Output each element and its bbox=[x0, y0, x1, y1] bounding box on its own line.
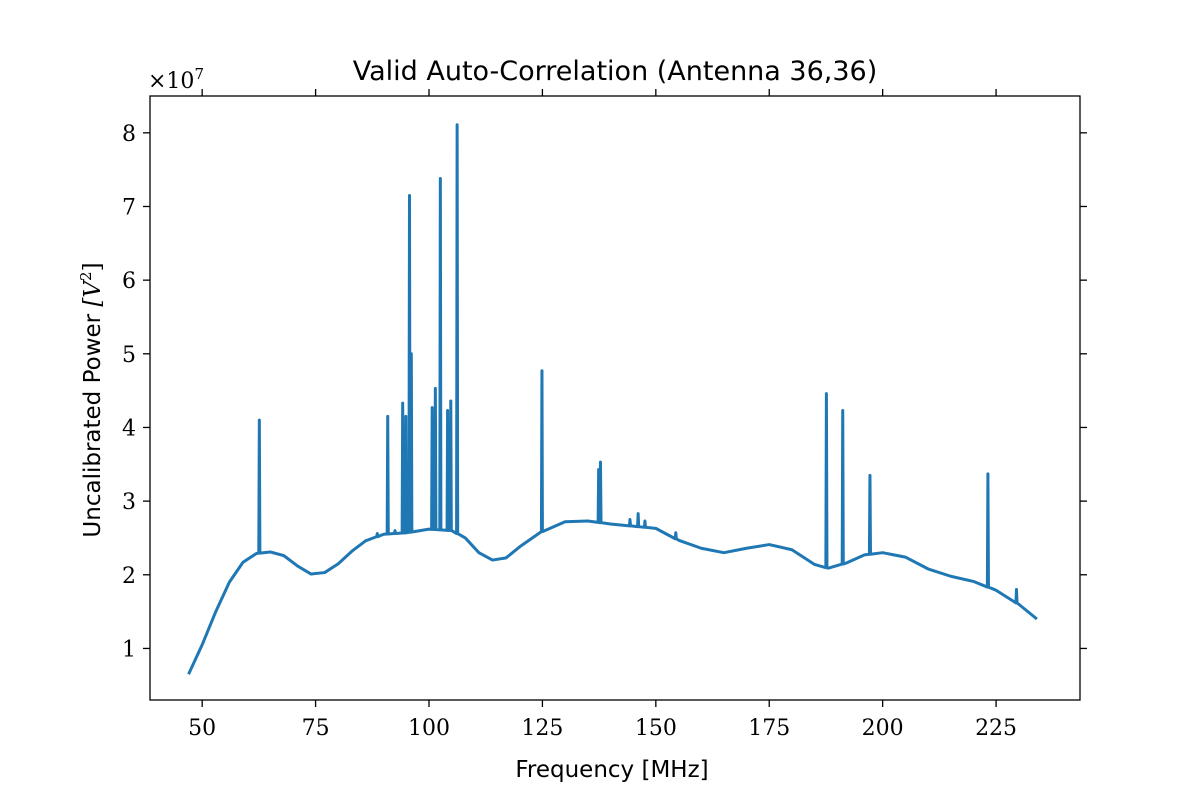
x-tick-label: 175 bbox=[748, 716, 790, 741]
plot-line-group bbox=[187, 123, 1038, 675]
y-axis-multiplier: ×107 bbox=[148, 65, 204, 94]
x-tick-label: 50 bbox=[188, 716, 216, 741]
y-tick-label: 6 bbox=[122, 269, 136, 294]
axis-ticks-group: 50 75 100 125 150 175 200 225 1 2 3 4 5 6 7 8 bbox=[122, 89, 1087, 741]
x-tick-label: 100 bbox=[408, 716, 450, 741]
x-tick-label: 225 bbox=[975, 716, 1017, 741]
plot-frame bbox=[149, 95, 1081, 701]
chart-title: Valid Auto-Correlation (Antenna 36,36) bbox=[353, 56, 878, 87]
y-tick-label: 3 bbox=[122, 490, 136, 515]
x-tick-label: 150 bbox=[635, 716, 677, 741]
y-tick-label: 5 bbox=[122, 343, 136, 368]
y-tick-label: 4 bbox=[122, 416, 136, 441]
y-tick-label: 1 bbox=[122, 637, 136, 662]
y-tick-label: 7 bbox=[122, 195, 136, 220]
x-axis-label: Frequency [MHz] bbox=[515, 757, 708, 783]
x-tick-label: 200 bbox=[862, 716, 904, 741]
x-tick-label: 125 bbox=[521, 716, 563, 741]
y-tick-label: 2 bbox=[122, 564, 136, 589]
series-line bbox=[187, 123, 1038, 675]
y-axis-label: Uncalibrated Power [V2] bbox=[77, 262, 106, 537]
x-tick-label: 75 bbox=[302, 716, 330, 741]
y-tick-label: 8 bbox=[122, 122, 136, 147]
